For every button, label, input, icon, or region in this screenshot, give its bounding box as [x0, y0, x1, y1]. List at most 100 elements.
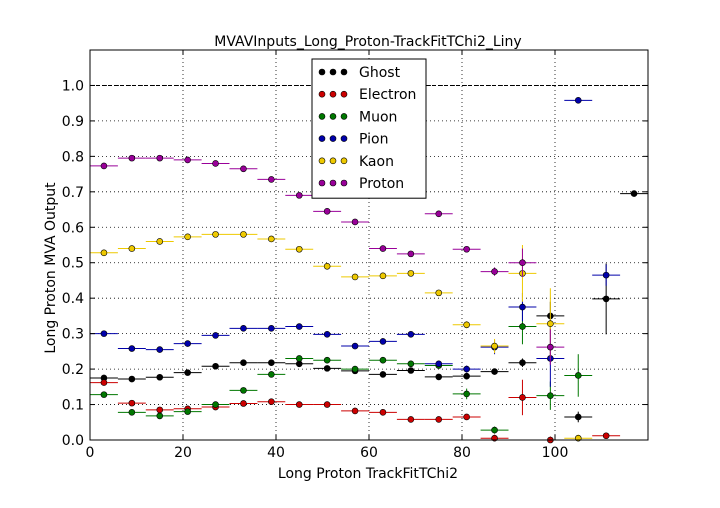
legend-marker	[329, 157, 337, 165]
data-point	[212, 160, 219, 167]
data-point	[128, 375, 136, 383]
data-point	[602, 295, 610, 303]
legend-item-ghost: Ghost	[318, 65, 401, 81]
data-point	[100, 391, 108, 398]
data-point	[407, 367, 415, 374]
legend-marker	[340, 135, 348, 142]
data-point	[463, 413, 470, 421]
data-point	[184, 233, 191, 241]
data-point	[240, 231, 247, 238]
legend: Ghost Electron Muon Pion Kaon Proton	[311, 58, 427, 199]
data-point	[212, 362, 219, 370]
y-tick-label: 0.6	[62, 220, 84, 236]
data-point	[519, 323, 526, 330]
data-point	[463, 372, 470, 380]
data-point	[128, 154, 136, 162]
y-axis-label: Long Proton MVA Output	[43, 182, 59, 354]
data-point	[463, 390, 470, 398]
data-point	[435, 289, 443, 297]
legend-marker	[318, 113, 326, 120]
chart-title: MVAVInputs_Long_Proton-TrackFitTChi2_Lin…	[214, 34, 521, 50]
x-tick-label: 40	[267, 445, 285, 461]
data-point	[379, 356, 387, 364]
data-point	[519, 303, 526, 311]
legend-marker	[318, 157, 326, 165]
legend-item-electron: Electron	[318, 87, 416, 103]
data-point	[268, 371, 275, 378]
data-point	[463, 245, 470, 253]
data-point	[240, 359, 247, 367]
data-point	[128, 345, 136, 352]
legend-marker	[340, 179, 348, 187]
x-tick-label: 60	[360, 445, 378, 461]
x-tick-label: 100	[542, 445, 569, 461]
data-point	[323, 262, 331, 270]
data-point	[156, 406, 164, 414]
data-point	[156, 373, 164, 381]
legend-label: Pion	[359, 132, 388, 148]
legend-label: Kaon	[359, 154, 394, 170]
y-tick-label: 0.9	[62, 114, 84, 130]
data-point	[491, 342, 498, 350]
data-point	[351, 218, 359, 226]
data-point	[407, 331, 415, 338]
data-point	[407, 360, 415, 368]
data-point	[323, 331, 331, 338]
data-point	[128, 409, 136, 416]
legend-marker	[318, 90, 326, 98]
data-point	[128, 399, 136, 407]
data-point	[128, 245, 136, 252]
data-point	[435, 360, 443, 368]
data-point	[547, 343, 554, 351]
data-point	[574, 372, 582, 379]
data-point	[519, 259, 526, 267]
legend-marker	[340, 68, 348, 76]
y-tick-label: 0.2	[62, 362, 84, 378]
data-point	[379, 409, 387, 416]
legend-label: Ghost	[359, 65, 401, 81]
series-electron	[90, 379, 621, 444]
data-point	[323, 208, 331, 215]
data-point	[156, 412, 164, 420]
data-point	[240, 400, 247, 407]
legend-item-muon: Muon	[318, 109, 397, 125]
data-point	[435, 416, 443, 423]
y-tick-label: 0.1	[62, 398, 84, 414]
legend-item-kaon: Kaon	[318, 154, 394, 170]
data-point	[519, 359, 526, 367]
data-point	[295, 355, 303, 362]
data-point	[491, 426, 498, 434]
data-point	[212, 401, 219, 408]
data-point	[407, 270, 415, 277]
legend-marker	[329, 90, 337, 98]
data-point	[323, 356, 331, 364]
y-tick-label: 1.0	[62, 78, 84, 94]
data-point	[295, 192, 303, 199]
series-ghost	[90, 190, 648, 423]
data-point	[100, 162, 108, 170]
data-point	[268, 235, 275, 243]
legend-marker	[329, 179, 337, 187]
y-tick-label: 0.8	[62, 149, 84, 165]
data-point	[379, 272, 387, 280]
data-point	[240, 325, 247, 332]
data-point	[212, 332, 219, 339]
data-point	[184, 340, 191, 347]
legend-item-proton: Proton	[318, 176, 404, 192]
legend-marker	[318, 135, 326, 142]
data-point	[379, 371, 387, 378]
data-point	[184, 369, 191, 376]
y-tick-label: 0.5	[62, 256, 84, 272]
legend-box	[311, 58, 427, 199]
legend-marker	[329, 135, 337, 142]
data-point	[240, 165, 247, 173]
data-point	[351, 273, 359, 281]
y-tick-label: 0.0	[62, 433, 84, 449]
data-point	[519, 394, 526, 401]
series-kaon	[90, 231, 593, 442]
data-point	[435, 210, 443, 218]
legend-label: Electron	[359, 87, 416, 103]
data-point	[295, 401, 303, 408]
